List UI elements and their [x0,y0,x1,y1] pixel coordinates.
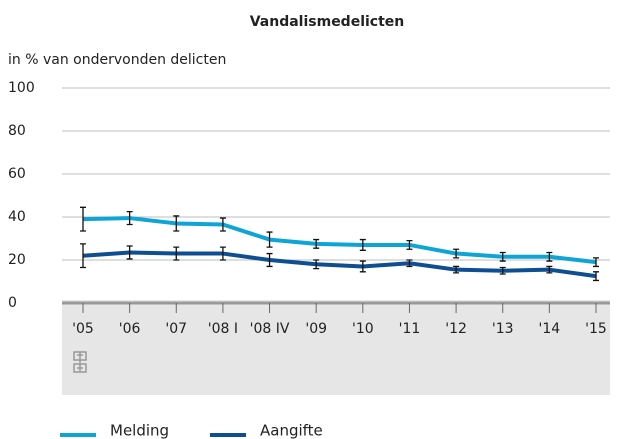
x-tick-label: '06 [119,321,141,337]
error-bar [499,266,506,275]
y-tick-label: 80 [8,123,26,139]
error-bar [406,240,413,250]
error-bar [219,246,226,261]
series-line [82,250,597,279]
error-bar [359,238,366,251]
x-tick-label: '15 [585,321,607,337]
error-bar [499,251,506,262]
error-bar [219,217,226,232]
x-tick-label: '08 IV [250,321,290,337]
y-tick-label: 20 [8,252,26,268]
error-bar [173,215,180,232]
logo [73,351,87,373]
x-tick-label: '09 [305,321,327,337]
error-bar [80,243,86,269]
series-line [82,216,597,265]
error-bar [453,265,460,274]
error-bar [453,248,460,259]
error-bar [313,238,320,249]
x-tick-label: '07 [165,321,187,337]
x-tick-label: '13 [492,321,514,337]
error-bar [173,246,180,261]
x-tick-label: '05 [72,321,94,337]
error-bar [546,251,553,262]
error-bar [593,271,599,282]
error-bar [593,257,599,268]
legend-label: Aangifte [260,422,323,439]
x-tick-label: '14 [539,321,561,337]
error-bar [359,260,366,273]
error-bar [80,206,86,232]
y-tick-label: 40 [8,209,26,225]
error-bar [406,259,413,268]
y-tick-label: 0 [8,295,17,311]
x-tick-label: '11 [399,321,421,337]
chart-title: Vandalismedelicten [250,14,405,30]
x-tick-label: '10 [352,321,374,337]
y-axis-label: in % van ondervonden delicten [8,52,226,68]
x-tick-label: '08 I [208,321,238,337]
error-bar [266,252,273,268]
y-tick-label: 100 [8,80,35,96]
x-tick-label: '12 [445,321,467,337]
error-bar [313,259,320,270]
error-bar [126,210,133,226]
error-bar [546,265,553,274]
legend-label: Melding [110,422,169,439]
axis-band [62,300,610,395]
y-tick-label: 60 [8,166,26,182]
error-bar [266,231,273,248]
error-bar [126,245,133,260]
